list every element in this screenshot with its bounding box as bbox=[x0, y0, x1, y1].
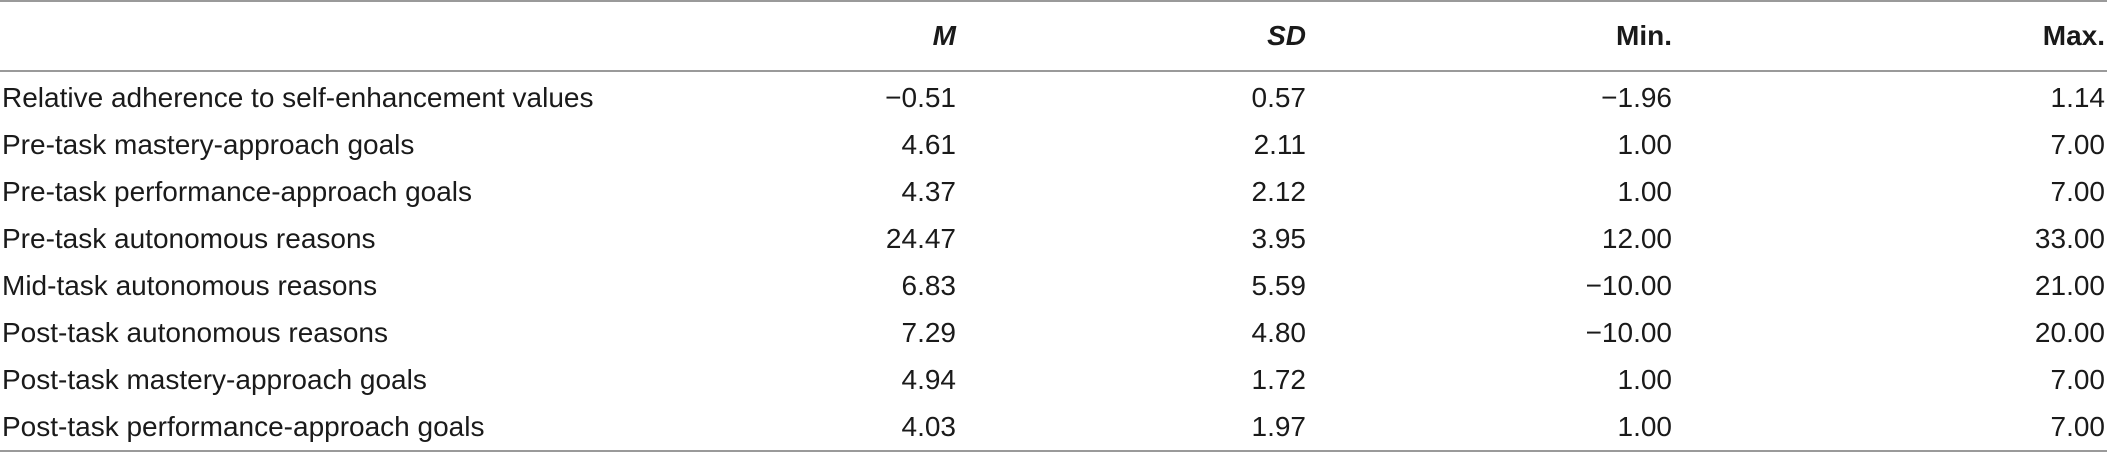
cell-sd: 3.95 bbox=[1251, 223, 1307, 255]
cell-min: −10.00 bbox=[1585, 270, 1672, 301]
header-mean: M bbox=[932, 20, 956, 51]
table-row: Relative adherence to self-enhancement v… bbox=[0, 71, 2107, 122]
cell-mean: −0.51 bbox=[885, 82, 956, 114]
cell-mean: 4.37 bbox=[901, 176, 957, 208]
table-row: Pre-task performance-approach goals 4.37… bbox=[0, 169, 2107, 216]
descriptive-statistics-table: M SD Min. Max. Relative adherence to sel… bbox=[0, 1, 2107, 453]
cell-mean: 7.29 bbox=[901, 316, 957, 348]
cell-min: −10.00 bbox=[1585, 316, 1672, 348]
table-row: Post-task performance-approach goals 4.0… bbox=[0, 403, 2107, 453]
cell-sd: 2.11 bbox=[1253, 129, 1306, 161]
cell-sd: 2.12 bbox=[1251, 176, 1307, 208]
cell-mean: 4.61 bbox=[901, 129, 957, 161]
cell-max: 7.00 bbox=[2050, 129, 2106, 161]
cell-min: 1.00 bbox=[1617, 363, 1673, 395]
cell-max: 21.00 bbox=[2034, 270, 2105, 301]
cell-min: 1.00 bbox=[1308, 403, 1674, 453]
table-row: Mid-task autonomous reasons 6.83 5.59 −1… bbox=[0, 263, 2107, 310]
table-header: M SD Min. Max. bbox=[0, 1, 2107, 71]
cell-min: 12.00 bbox=[1601, 223, 1672, 255]
row-label: Pre-task performance-approach goals bbox=[2, 176, 473, 208]
table-row: Pre-task mastery-approach goals 4.61 2.1… bbox=[0, 122, 2107, 169]
cell-sd: 1.97 bbox=[958, 403, 1308, 453]
header-max: Max. bbox=[2042, 20, 2105, 51]
cell-max: 7.00 bbox=[1674, 403, 2107, 453]
cell-min: −1.96 bbox=[1601, 82, 1672, 114]
cell-max: 1.14 bbox=[2050, 82, 2106, 114]
cell-min: 1.00 bbox=[1617, 176, 1673, 208]
cell-max: 33.00 bbox=[2034, 223, 2105, 255]
header-min: Min. bbox=[1616, 20, 1672, 51]
cell-sd: 4.80 bbox=[1251, 316, 1307, 348]
table-row: Post-task autonomous reasons 7.29 4.80 −… bbox=[0, 309, 2107, 356]
row-label: Mid-task autonomous reasons bbox=[2, 270, 378, 301]
row-label: Pre-task autonomous reasons bbox=[2, 223, 376, 255]
cell-max: 20.00 bbox=[2034, 316, 2105, 348]
row-label: Post-task performance-approach goals bbox=[0, 403, 700, 453]
header-row: M SD Min. Max. bbox=[0, 1, 2107, 71]
table-row: Post-task mastery-approach goals 4.94 1.… bbox=[0, 356, 2107, 403]
row-label: Post-task autonomous reasons bbox=[2, 316, 388, 348]
cell-mean: 6.83 bbox=[901, 270, 957, 301]
row-label: Post-task mastery-approach goals bbox=[2, 363, 427, 395]
cell-max: 7.00 bbox=[2050, 176, 2106, 208]
header-variable bbox=[0, 1, 700, 71]
cell-sd: 5.59 bbox=[1251, 270, 1307, 301]
cell-min: 1.00 bbox=[1617, 129, 1673, 161]
row-label: Relative adherence to self-enhancement v… bbox=[2, 82, 594, 114]
cell-sd: 1.72 bbox=[1251, 363, 1307, 395]
cell-max: 7.00 bbox=[2050, 363, 2106, 395]
table-row: Pre-task autonomous reasons 24.47 3.95 1… bbox=[0, 216, 2107, 263]
cell-mean: 4.94 bbox=[901, 363, 957, 395]
table-body: Relative adherence to self-enhancement v… bbox=[0, 71, 2107, 453]
cell-mean: 4.03 bbox=[700, 403, 958, 453]
header-sd: SD bbox=[1267, 20, 1306, 51]
cell-mean: 24.47 bbox=[885, 223, 956, 255]
row-label: Pre-task mastery-approach goals bbox=[2, 129, 415, 161]
cell-sd: 0.57 bbox=[1251, 82, 1307, 114]
